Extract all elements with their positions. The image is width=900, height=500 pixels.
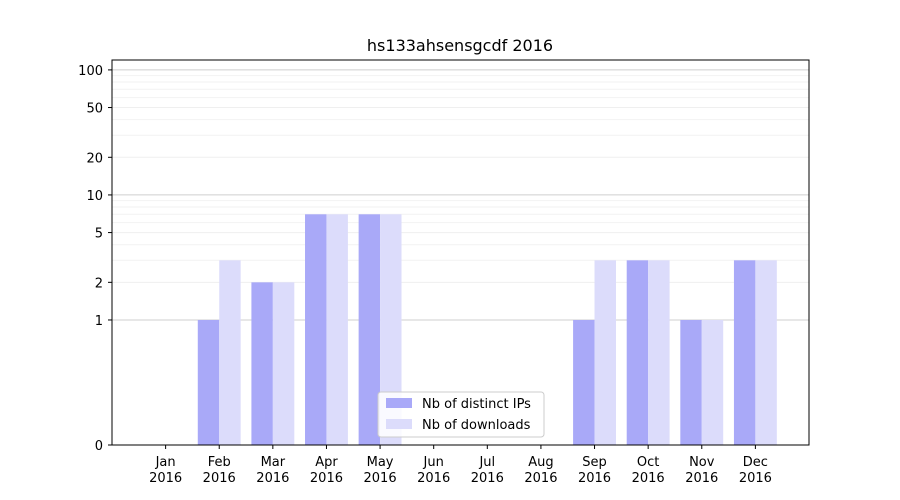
legend-label-downloads: Nb of downloads: [422, 418, 531, 433]
bars: [197, 214, 777, 445]
y-axis: 0 1 2 5 10 20 50 100: [78, 64, 112, 454]
grid: [112, 69, 809, 321]
bar-downloads: [219, 260, 241, 445]
y-tick-label: 1: [95, 314, 103, 329]
x-tick-label: Mar 2016: [256, 455, 289, 486]
x-tick-label: Nov 2016: [685, 455, 718, 486]
y-tick-label: 50: [86, 102, 103, 117]
y-tick-label: 2: [95, 276, 103, 291]
bar-distinct-ips: [305, 214, 327, 445]
bar-distinct-ips: [573, 319, 595, 445]
bar-distinct-ips: [197, 319, 220, 445]
x-tick-label: Oct 2016: [632, 455, 665, 486]
bar-distinct-ips: [626, 260, 649, 445]
bar-distinct-ips: [358, 214, 381, 445]
x-tick-label: Sep 2016: [578, 455, 611, 486]
legend-label-ips: Nb of distinct IPs: [422, 397, 531, 412]
bar-downloads: [755, 260, 777, 445]
bar-distinct-ips: [251, 282, 273, 445]
x-axis: Jan 2016 Feb 2016 Mar 2016 Apr 2016 May 2016 Jun 20…: [149, 445, 772, 486]
chart-title: hs133ahsensgcdf 2016: [367, 36, 553, 55]
x-tick-label: Jul 2016: [471, 455, 504, 486]
legend-swatch-ips: [386, 398, 412, 408]
x-tick-label: Jan 2016: [149, 455, 182, 486]
y-tick-label: 0: [95, 439, 103, 454]
x-tick-label: Feb 2016: [203, 455, 236, 486]
x-tick-label: Jun 2016: [417, 455, 450, 486]
bar-downloads: [701, 319, 724, 445]
plot-frame: [111, 59, 810, 446]
x-tick-label: May 2016: [364, 455, 397, 486]
y-tick-label: 100: [78, 64, 103, 79]
bar-downloads: [326, 214, 348, 445]
bar-downloads: [648, 260, 670, 445]
bar-distinct-ips: [680, 319, 702, 445]
legend-box: [377, 391, 545, 438]
bar-distinct-ips: [733, 260, 756, 445]
bar-downloads: [272, 282, 295, 445]
y-tick-label: 10: [86, 189, 103, 204]
x-tick-label: Dec 2016: [739, 455, 772, 486]
y-tick-label: 5: [95, 227, 103, 242]
y-tick-label: 20: [86, 151, 103, 166]
bar-downloads: [594, 260, 616, 445]
x-tick-label: Apr 2016: [310, 455, 343, 486]
legend: Nb of distinct IPs Nb of downloads: [377, 391, 545, 438]
bar-downloads: [380, 214, 402, 445]
legend-swatch-downloads: [386, 419, 412, 429]
x-tick-label: Aug 2016: [524, 455, 557, 486]
